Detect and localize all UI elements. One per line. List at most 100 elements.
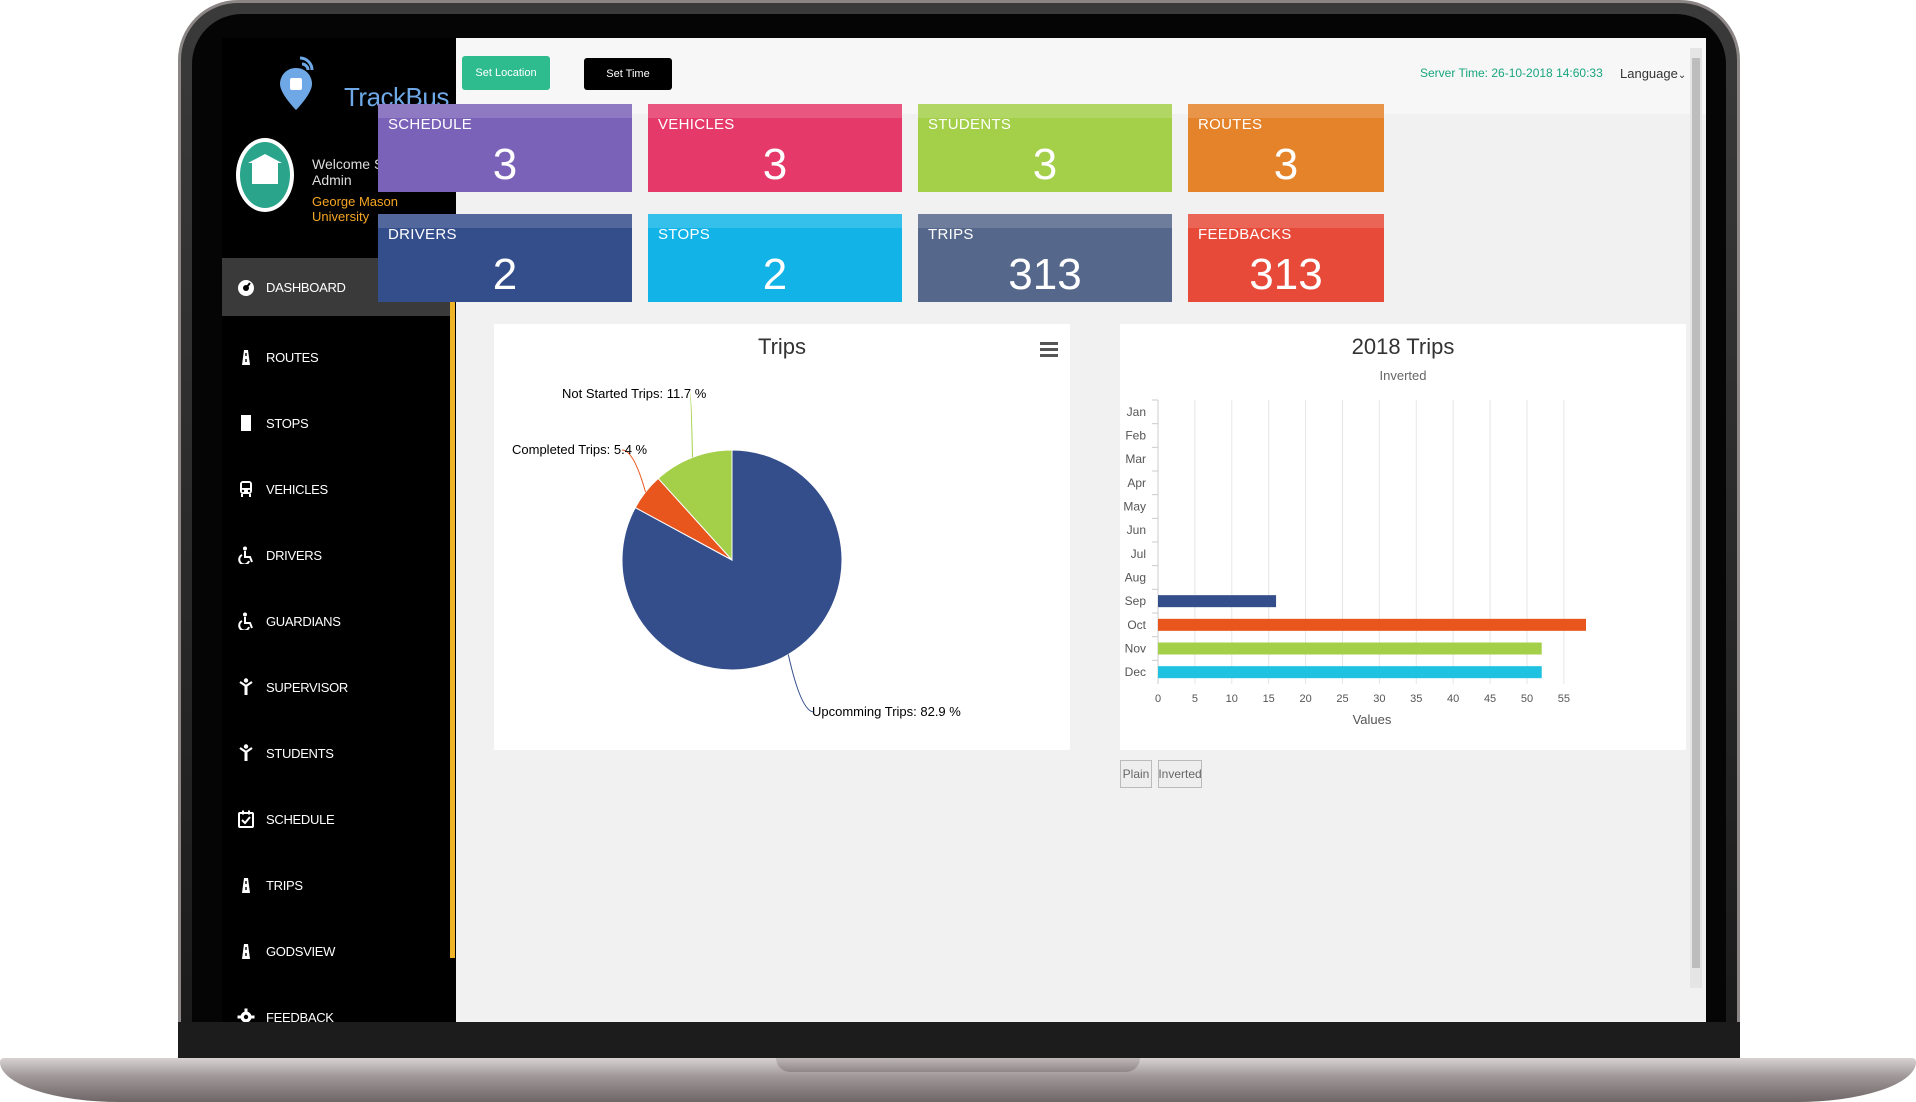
top-bar: Set Location Set Time Server Time: 26-10…	[456, 38, 1706, 114]
card-value: 313	[1008, 250, 1082, 299]
pie-leader-line	[621, 449, 646, 493]
stat-card-routes[interactable]: ROUTES 3	[1188, 104, 1384, 192]
y-category-label: Sep	[1125, 594, 1147, 608]
y-category-label: Feb	[1125, 429, 1146, 443]
card-highlight	[1188, 214, 1384, 228]
language-select[interactable]: Language⌄	[1620, 66, 1686, 81]
stat-card-drivers[interactable]: DRIVERS 2	[378, 214, 632, 302]
stat-card-students[interactable]: STUDENTS 3	[918, 104, 1172, 192]
language-label: Language	[1620, 66, 1678, 81]
bar-chart: 0 5 10 15 20 25 30 35 40 45 50 55 Values Jan Feb Mar Apr…	[1123, 399, 1586, 727]
y-category-label: Nov	[1125, 642, 1146, 656]
sidebar-item-label: SCHEDULE	[266, 811, 335, 827]
pie-leader-line	[787, 654, 815, 713]
plain-toggle-button[interactable]: Plain	[1120, 760, 1152, 788]
card-highlight	[918, 104, 1172, 118]
y-category-label: Oct	[1127, 618, 1146, 632]
card-label: DRIVERS	[388, 226, 457, 243]
laptop-notch	[776, 1058, 1140, 1072]
sidebar-item-guardians[interactable]: GUARDIANS	[222, 588, 450, 654]
sidebar-item-label: ROUTES	[266, 349, 319, 365]
sidebar-item-supervisor[interactable]: SUPERVISOR	[222, 654, 450, 720]
chevron-down-icon: ⌄	[1677, 70, 1687, 81]
sidebar: TrackBus Welcome School Admin George Mas…	[222, 38, 456, 1022]
x-tick-label: 5	[1192, 693, 1198, 705]
card-highlight	[918, 214, 1172, 228]
bus-pin-icon	[280, 56, 314, 110]
card-label: ROUTES	[1198, 116, 1263, 133]
y-category-label: Jun	[1127, 523, 1146, 537]
sidebar-item-stops[interactable]: STOPS	[222, 390, 450, 456]
wheelchair-icon	[236, 611, 256, 631]
sidebar-item-trips[interactable]: TRIPS	[222, 852, 450, 918]
y-category-label: Jul	[1131, 547, 1146, 561]
card-highlight	[1188, 104, 1384, 118]
bar-sep[interactable]	[1158, 595, 1277, 608]
pie-chart-title: Trips	[757, 334, 807, 359]
card-value: 2	[492, 250, 518, 299]
x-tick-label: 40	[1447, 693, 1459, 705]
card-value: 3	[1032, 140, 1058, 189]
card-highlight	[648, 104, 902, 118]
card-value: 3	[1273, 140, 1299, 189]
card-highlight	[378, 214, 632, 228]
stat-card-vehicles[interactable]: VEHICLES 3	[648, 104, 902, 192]
set-location-button[interactable]: Set Location	[462, 56, 550, 90]
bar-nov[interactable]	[1158, 642, 1542, 655]
stat-card-stops[interactable]: STOPS 2	[648, 214, 902, 302]
pie-leader-line	[689, 393, 693, 458]
bar-dec[interactable]	[1158, 666, 1542, 679]
y-category-label: Apr	[1127, 476, 1146, 490]
sidebar-item-students[interactable]: STUDENTS	[222, 720, 450, 786]
bar-oct[interactable]	[1158, 618, 1586, 631]
x-tick-label: 45	[1484, 693, 1496, 705]
y-category-label: Mar	[1125, 452, 1146, 466]
x-tick-label: 15	[1263, 693, 1275, 705]
yearly-trips-bar-panel: 2018 Trips Inverted 0 5 10 15 20 25 30 35 40 45 50…	[1120, 324, 1686, 750]
inverted-toggle-button[interactable]: Inverted	[1158, 760, 1202, 788]
sidebar-item-label: SUPERVISOR	[266, 679, 349, 695]
dashboard-icon	[236, 277, 256, 297]
sidebar-item-label: TRIPS	[266, 877, 303, 893]
school-name: George Mason University	[312, 194, 398, 224]
sidebar-item-label: VEHICLES	[266, 481, 328, 497]
sidebar-item-label: DASHBOARD	[266, 279, 346, 295]
trips-pie-panel: Trips Upcomming Trips: 82.9 % Completed T…	[494, 324, 1070, 750]
x-tick-label: 55	[1558, 693, 1570, 705]
road-icon	[236, 875, 256, 895]
card-label: STOPS	[658, 226, 711, 243]
sidebar-item-routes[interactable]: ROUTES	[222, 324, 450, 390]
person-icon	[236, 677, 256, 697]
stat-card-feedbacks[interactable]: FEEDBACKS 313	[1188, 214, 1384, 302]
sidebar-item-schedule[interactable]: SCHEDULE	[222, 786, 450, 852]
card-label: VEHICLES	[658, 116, 735, 133]
x-tick-label: 30	[1373, 693, 1385, 705]
sidebar-item-feedback[interactable]: FEEDBACK	[222, 984, 450, 1022]
person-icon	[236, 743, 256, 763]
set-time-button[interactable]: Set Time	[584, 58, 672, 90]
avatar[interactable]	[236, 138, 294, 212]
y-category-label: Dec	[1125, 665, 1146, 679]
chart-menu-icon[interactable]	[1040, 342, 1058, 358]
scrollbar-thumb[interactable]	[1692, 58, 1700, 968]
card-highlight	[378, 104, 632, 118]
card-highlight	[648, 214, 902, 228]
laptop-hinge	[178, 1022, 1740, 1062]
x-axis-label: Values	[1353, 712, 1392, 727]
sidebar-item-godsview[interactable]: GODSVIEW	[222, 918, 450, 984]
stat-card-trips[interactable]: TRIPS 313	[918, 214, 1172, 302]
sidebar-item-label: GODSVIEW	[266, 943, 336, 959]
road-icon	[236, 347, 256, 367]
x-tick-label: 50	[1521, 693, 1533, 705]
card-label: STUDENTS	[928, 116, 1012, 133]
pie-data-label: Not Started Trips: 11.7 %	[562, 386, 707, 401]
sidebar-item-vehicles[interactable]: VEHICLES	[222, 456, 450, 522]
stat-card-schedule[interactable]: SCHEDULE 3	[378, 104, 632, 192]
x-tick-label: 0	[1155, 693, 1161, 705]
wheelchair-icon	[236, 545, 256, 565]
sidebar-item-drivers[interactable]: DRIVERS	[222, 522, 450, 588]
x-tick-label: 10	[1226, 693, 1238, 705]
pie-data-label: Completed Trips: 5.4 %	[512, 442, 648, 457]
school-building-icon	[248, 154, 282, 163]
stop-icon	[236, 413, 256, 433]
